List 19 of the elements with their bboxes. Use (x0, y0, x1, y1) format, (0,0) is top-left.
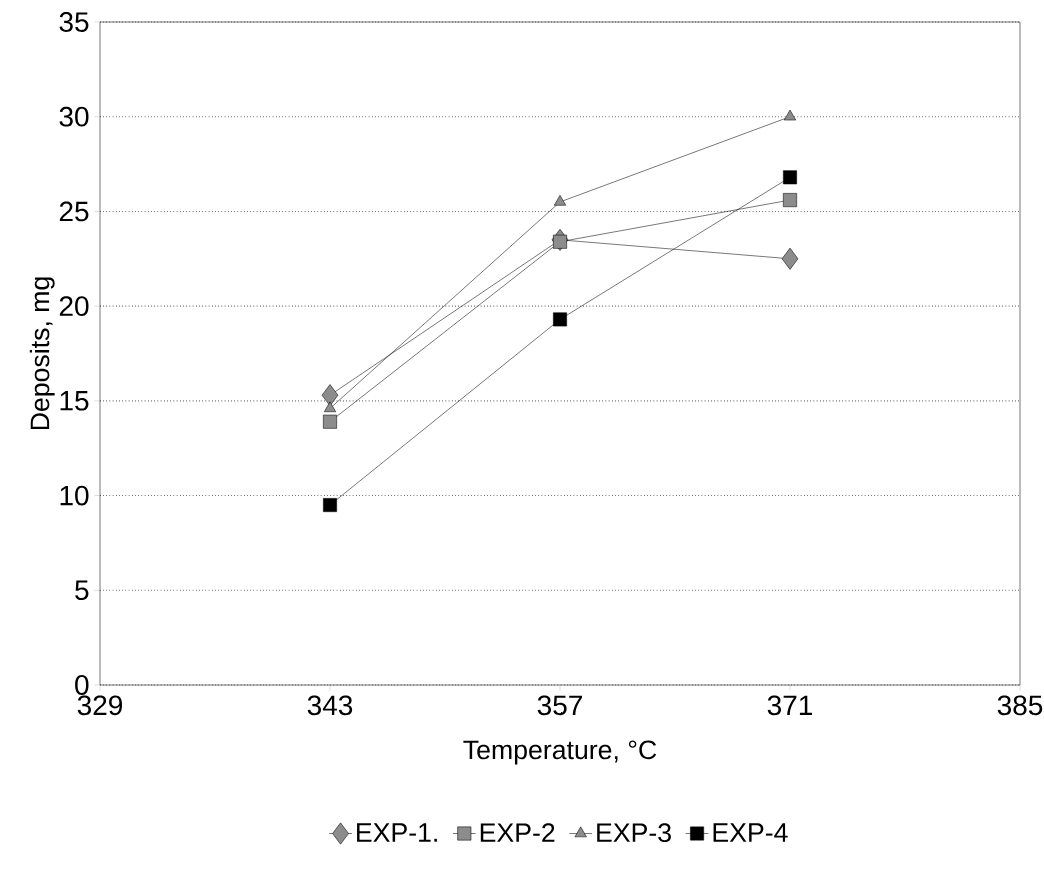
y-tick-label: 20 (59, 296, 89, 317)
x-axis-title: Temperature, °C (463, 740, 657, 765)
x-tick-label: 385 (997, 695, 1043, 716)
y-tick-label: 25 (59, 201, 89, 222)
y-tick-label: 10 (60, 485, 89, 506)
x-tick-label: 343 (307, 695, 353, 716)
y-tick-label: 30 (59, 106, 89, 127)
legend-label: EXP-2 (480, 823, 555, 842)
x-tick-label: 371 (767, 695, 812, 716)
x-tick-label: 357 (537, 695, 582, 716)
legend-label: EXP-1. (357, 823, 437, 842)
legend-label: EXP-4 (713, 823, 788, 842)
legend-label: EXP-3 (597, 823, 671, 843)
y-tick-label: 35 (59, 12, 89, 32)
y-axis-title: Deposits, mg (29, 277, 55, 430)
x-tick-label: 329 (77, 695, 123, 716)
y-tick-label: 0 (75, 675, 89, 695)
y-tick-label: 5 (75, 580, 89, 601)
y-tick-label: 15 (60, 391, 89, 411)
